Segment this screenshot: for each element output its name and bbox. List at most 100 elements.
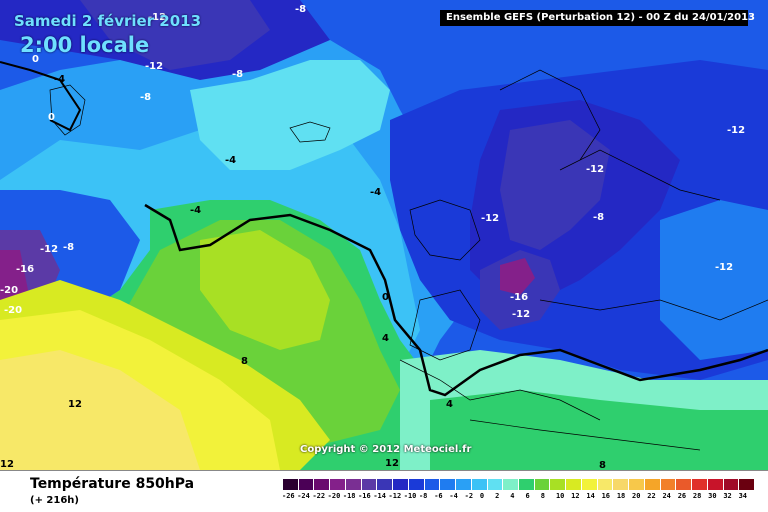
- scale-tick-label: 10: [555, 492, 565, 500]
- scale-tick-label: 2: [495, 492, 500, 500]
- color-swatch: [329, 479, 345, 490]
- valid-time: 2:00 locale: [20, 33, 150, 57]
- color-swatch: [344, 479, 361, 490]
- color-swatch: [565, 479, 581, 490]
- color-swatch: [360, 479, 377, 490]
- isotherm-zero-north: [0, 61, 82, 132]
- color-scale-swatches: [282, 479, 755, 490]
- color-swatch: [423, 479, 440, 490]
- isotherm-label: -4: [54, 74, 65, 85]
- color-swatch: [439, 479, 456, 490]
- isotherm-label: -8: [295, 4, 306, 15]
- isotherm-label: -4: [190, 205, 201, 216]
- color-swatch: [518, 479, 534, 490]
- color-swatch: [313, 479, 330, 490]
- color-swatch: [470, 479, 487, 490]
- isotherm-label: -16: [510, 292, 528, 303]
- scale-tick-label: -10: [403, 492, 417, 500]
- color-swatch: [376, 479, 393, 490]
- color-swatch: [282, 479, 298, 490]
- color-swatch: [675, 479, 692, 490]
- scale-tick-label: -26: [282, 492, 295, 500]
- color-swatch: [486, 479, 503, 490]
- scale-tick-label: 28: [692, 492, 702, 500]
- isotherm-label: -20: [0, 285, 18, 296]
- isotherm-labels: -8 -12 -8 -8 -12 0 -4 0 -4 -4 -4 -12 -8 …: [0, 4, 745, 470]
- forecast-lead: (+ 216h): [30, 495, 79, 506]
- field-warm-pale: [0, 350, 200, 470]
- field-med-green: [430, 390, 768, 470]
- isotherm-label: -12: [145, 61, 163, 72]
- isotherm-label: -12: [586, 164, 604, 175]
- scale-tick-label: -16: [358, 492, 371, 500]
- scale-tick-label: 18: [616, 492, 626, 500]
- scale-tick-label: -14: [373, 492, 386, 500]
- color-scale-legend: -26 -24 -22 -20 -18 -16 -14 -12 -10 -8 -6 -4 -2 0 2 4 6 8…: [282, 479, 755, 507]
- scale-tick-label: -2: [464, 492, 474, 500]
- isotherm-label: 8: [241, 356, 248, 367]
- copyright-notice: Copyright © 2012 Meteociel.fr: [300, 444, 472, 455]
- field-europe-colder2: [500, 120, 610, 250]
- isotherm-label: 12: [68, 399, 82, 410]
- color-swatch: [549, 479, 566, 490]
- valid-date: Samedi 2 février 2013: [14, 12, 202, 30]
- isotherm-label: -12: [715, 262, 733, 273]
- field-cold-core: [500, 258, 535, 295]
- color-swatch: [706, 479, 723, 490]
- parameter-title: Température 850hPa: [30, 476, 195, 492]
- scale-tick-label: 34: [738, 492, 747, 500]
- color-swatch: [407, 479, 424, 490]
- color-swatch: [392, 479, 408, 490]
- isotherm-label: -12: [481, 213, 499, 224]
- model-run-info: Ensemble GEFS (Perturbation 12) - 00 Z d…: [440, 10, 755, 26]
- scale-tick-label: 24: [662, 492, 671, 500]
- map-footer: Température 850hPa (+ 216h) -26 -24 -22 -20…: [0, 470, 768, 512]
- field-iceland-area: [190, 60, 390, 170]
- isotherm-label: -16: [16, 264, 34, 275]
- color-swatch: [659, 479, 676, 490]
- color-swatch: [643, 479, 660, 490]
- temperature-map: -8 -12 -8 -8 -12 0 -4 0 -4 -4 -4 -12 -8 …: [0, 0, 768, 470]
- color-swatch: [580, 479, 597, 490]
- isotherm-label: 0: [32, 54, 39, 65]
- field-east-mild: [660, 200, 768, 360]
- scale-tick-label: -6: [434, 492, 443, 500]
- isotherm-label: 12: [385, 458, 399, 469]
- scale-tick-label: -24: [297, 492, 310, 500]
- scale-tick-label: -8: [418, 492, 428, 500]
- scale-tick-label: 30: [708, 492, 717, 500]
- isotherm-label: 0: [48, 112, 55, 123]
- color-swatch: [533, 479, 550, 490]
- color-swatch: [612, 479, 629, 490]
- color-swatch: [596, 479, 613, 490]
- scale-tick-label: -12: [388, 492, 402, 500]
- isotherm-label: -8: [232, 69, 243, 80]
- field-warm-yellowgreen: [200, 230, 330, 350]
- isotherm-label: -4: [225, 155, 236, 166]
- scale-tick-label: 16: [601, 492, 611, 500]
- scale-tick-label: 32: [723, 492, 732, 500]
- isotherm-label: -12: [727, 125, 745, 136]
- color-swatch: [502, 479, 519, 490]
- isotherm-label: -8: [140, 92, 151, 103]
- scale-tick-label: -18: [342, 492, 356, 500]
- scale-tick-label: -20: [327, 492, 341, 500]
- isotherm-label: -12: [40, 244, 58, 255]
- color-swatch: [455, 479, 471, 490]
- isotherm-label: -8: [63, 242, 74, 253]
- scale-tick-label: 14: [586, 492, 595, 500]
- coastlines: [49, 69, 768, 451]
- color-swatch: [738, 479, 755, 490]
- isotherm-label: -12: [512, 309, 530, 320]
- scale-tick-label: 0: [479, 492, 485, 500]
- scale-tick-label: 26: [677, 492, 687, 500]
- isotherm-label: 0: [382, 292, 389, 303]
- isotherm-label: -4: [370, 187, 381, 198]
- scale-tick-label: -22: [312, 492, 326, 500]
- color-swatch: [691, 479, 707, 490]
- color-swatch: [297, 479, 314, 490]
- isotherm-label: 12: [0, 459, 14, 470]
- scale-tick-label: -4: [449, 492, 458, 500]
- isotherm-label: -12: [148, 12, 166, 23]
- isotherm-label: 4: [446, 399, 453, 410]
